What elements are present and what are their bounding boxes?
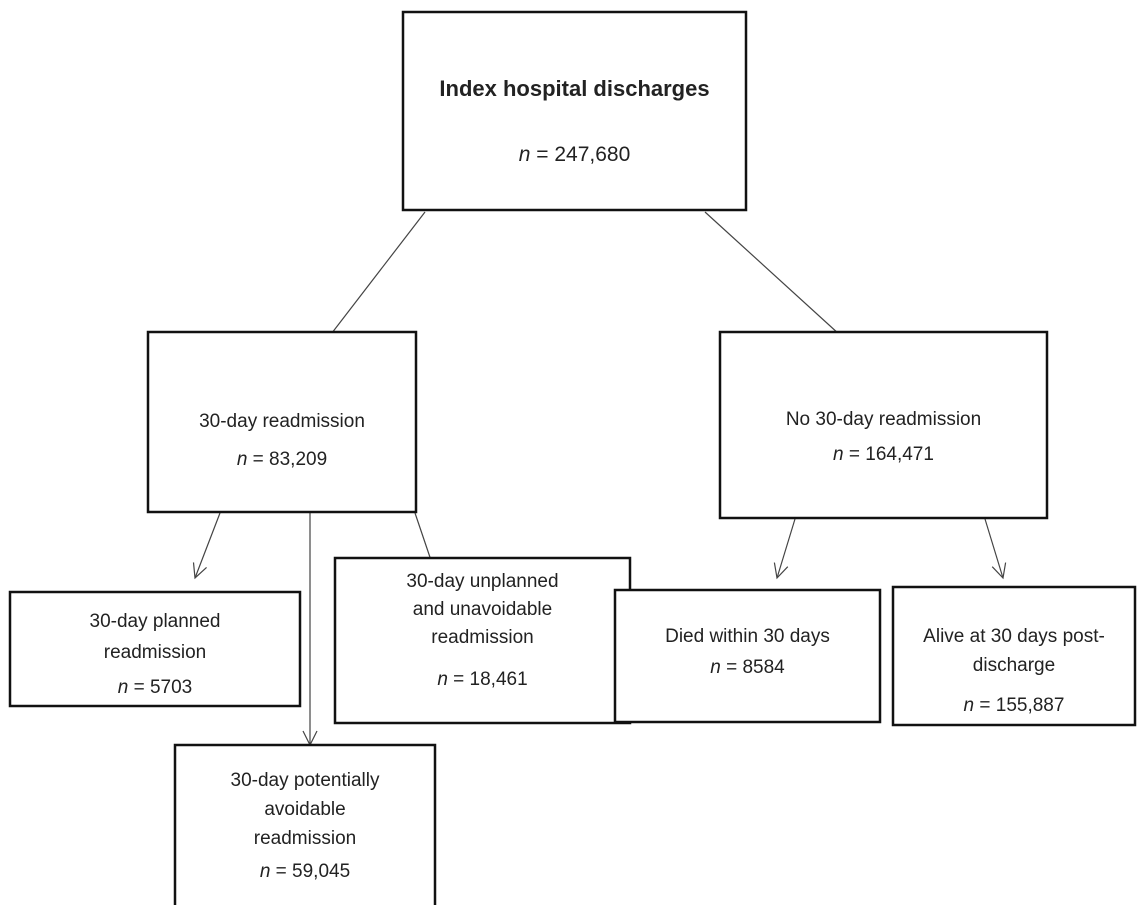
count-value: = 8584 [726, 657, 785, 678]
node-label: Died within 30 days [665, 626, 830, 647]
node-box [718, 330, 1049, 520]
arrow [192, 512, 221, 580]
node-label: readmission [104, 642, 206, 663]
count-symbol: n [833, 444, 844, 465]
node-label: readmission [254, 828, 356, 849]
node-count: n = 83,209 [237, 449, 327, 470]
count-symbol: n [237, 449, 248, 470]
node-count: n = 59,045 [260, 861, 350, 882]
node-box [891, 585, 1137, 727]
count-symbol: n [118, 677, 129, 698]
count-value: = 18,461 [453, 669, 528, 690]
node-box [146, 330, 418, 514]
node: 30-day unplanned and unavoidable readmissi… [333, 556, 632, 725]
node-label: No 30-day readmission [786, 409, 981, 430]
node-box [8, 590, 302, 708]
node-label: 30-day unplanned [406, 571, 558, 592]
node-count: n = 155,887 [964, 695, 1065, 716]
node: Alive at 30 days post-discharge n = 155,8… [891, 585, 1137, 727]
node-label: discharge [973, 655, 1055, 676]
node-label: 30-day readmission [199, 411, 365, 432]
node-label: readmission [431, 627, 533, 648]
arrow [773, 518, 796, 580]
node-box [401, 10, 748, 212]
count-symbol: n [437, 669, 448, 690]
node: 30-day planned readmission n = 5703 [8, 590, 302, 708]
node-label: avoidable [264, 799, 345, 820]
node: 30-day potentially avoidable readmission n … [173, 743, 437, 905]
count-symbol: n [260, 861, 271, 882]
count-value: = 59,045 [276, 861, 351, 882]
count-symbol: n [519, 143, 531, 166]
count-value: = 5703 [134, 677, 193, 698]
node-count: n = 247,680 [519, 143, 631, 166]
node: Index hospital discharges n = 247,680 [401, 10, 748, 212]
node-label: and unavoidable [413, 599, 552, 620]
count-value: = 155,887 [979, 695, 1064, 716]
node: Died within 30 days n = 8584 [613, 588, 882, 724]
node-label: 30-day potentially [231, 770, 380, 791]
node-count: n = 18,461 [437, 669, 527, 690]
node-box [173, 743, 437, 905]
node-label: Alive at 30 days post- [923, 626, 1105, 647]
node-count: n = 164,471 [833, 444, 934, 465]
node-count: n = 5703 [118, 677, 193, 698]
arrow [984, 518, 1007, 580]
count-symbol: n [964, 695, 975, 716]
node-box [613, 588, 882, 724]
node-count: n = 8584 [710, 657, 785, 678]
count-value: = 83,209 [253, 449, 328, 470]
count-value: = 164,471 [849, 444, 934, 465]
node: 30-day readmission n = 83,209 [146, 330, 418, 514]
node-box [333, 556, 632, 725]
node: No 30-day readmission n = 164,471 [718, 330, 1049, 520]
node-label: Index hospital discharges [439, 76, 709, 101]
count-value: = 247,680 [536, 143, 630, 166]
count-symbol: n [710, 657, 721, 678]
node-label: 30-day planned [90, 611, 221, 632]
